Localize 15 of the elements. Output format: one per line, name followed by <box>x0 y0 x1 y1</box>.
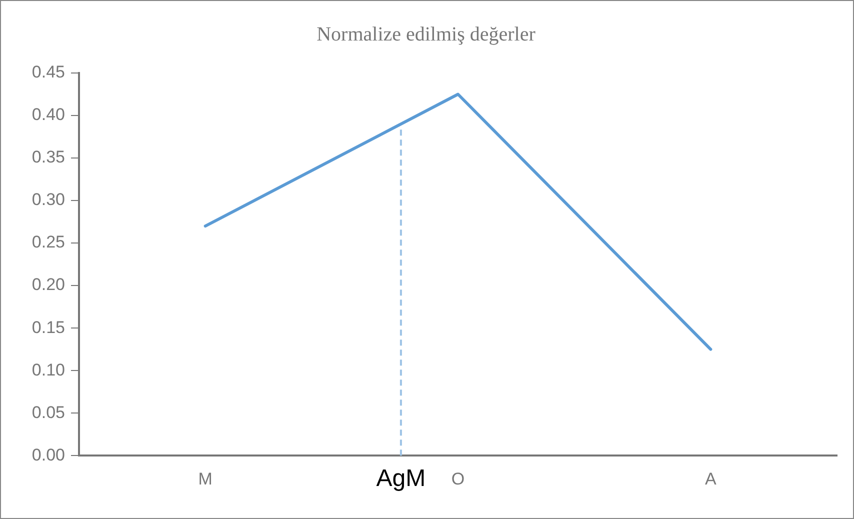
y-tick-label: 0.45 <box>32 62 65 82</box>
y-tick-label: 0.00 <box>32 445 65 464</box>
y-tick-label: 0.05 <box>32 402 65 422</box>
y-tick-label: 0.10 <box>32 360 65 380</box>
y-tick-label: 0.35 <box>32 148 65 167</box>
y-tick-label: 0.30 <box>32 190 65 210</box>
annotation: AgM <box>376 465 426 492</box>
y-tick-label: 0.20 <box>32 275 65 294</box>
x-tick-label: O <box>451 469 465 488</box>
y-tick-label: 0.15 <box>32 318 65 337</box>
y-tick-label: 0.25 <box>32 232 65 252</box>
x-tick-label: M <box>198 469 212 488</box>
x-tick-label: A <box>704 469 717 488</box>
y-tick-label: 0.40 <box>32 105 65 124</box>
chart-title: Normalize edilmiş değerler <box>316 23 536 46</box>
